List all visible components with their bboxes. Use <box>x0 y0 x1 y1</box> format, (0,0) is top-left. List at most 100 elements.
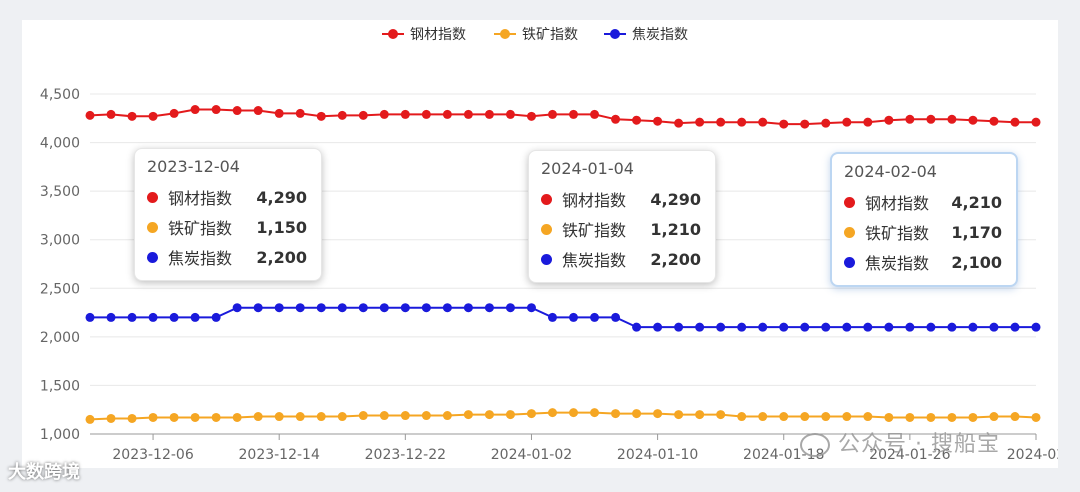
legend-label: 焦炭指数 <box>632 27 688 43</box>
tooltip-date: 2023-12-04 <box>147 157 240 176</box>
data-point <box>127 413 137 423</box>
tooltip-row: 钢材指数 4,210 <box>844 187 1002 217</box>
data-point <box>295 108 305 118</box>
data-point <box>253 106 263 116</box>
data-point <box>211 312 221 322</box>
data-point <box>884 115 894 125</box>
data-point <box>863 412 873 422</box>
data-point <box>421 411 431 421</box>
data-point <box>547 109 557 119</box>
data-point <box>716 117 726 127</box>
data-point <box>85 110 95 120</box>
y-tick-label: 3,000 <box>40 233 80 249</box>
data-point <box>989 116 999 126</box>
data-point <box>484 303 494 313</box>
chart-panel: 1,000 1,500 2,000 2,500 3,000 3,500 4,000 4,500… <box>22 20 1058 468</box>
series-dot-icon <box>147 251 158 263</box>
legend-label: 铁矿指数 <box>522 27 578 43</box>
data-point <box>463 109 473 119</box>
data-point <box>547 312 557 322</box>
data-point <box>632 409 642 419</box>
y-tick-label: 4,000 <box>40 136 80 152</box>
data-point <box>695 410 705 420</box>
series-dot-icon <box>541 193 552 205</box>
data-point <box>653 409 663 419</box>
data-point <box>316 412 326 422</box>
tooltip-value: 4,210 <box>951 192 1002 212</box>
data-point <box>253 303 263 313</box>
data-point <box>674 118 684 128</box>
tooltip-row: 钢材指数 4,290 <box>541 184 701 214</box>
y-tick-label: 2,500 <box>40 281 80 297</box>
data-point <box>569 312 579 322</box>
series-dot-icon <box>844 226 855 238</box>
data-point <box>926 322 936 332</box>
data-point <box>526 409 536 419</box>
data-point <box>484 109 494 119</box>
data-point <box>211 105 221 115</box>
data-point <box>379 411 389 421</box>
data-point <box>737 117 747 127</box>
data-point <box>800 322 810 332</box>
watermark-footer: 大数跨境 <box>8 462 80 483</box>
tooltip-row: 焦炭指数 2,200 <box>541 244 701 274</box>
tooltip-series-name: 铁矿指数 <box>865 224 930 243</box>
data-point <box>442 109 452 119</box>
data-point <box>505 303 515 313</box>
data-point <box>295 303 305 313</box>
data-point <box>442 303 452 313</box>
data-point <box>842 412 852 422</box>
data-point <box>358 303 368 313</box>
data-point <box>148 111 158 121</box>
data-point <box>926 114 936 124</box>
data-point <box>737 412 747 422</box>
data-point <box>695 322 705 332</box>
tooltip-3: 2024-02-04 钢材指数 4,210 铁矿指数 1,170 焦炭指数 2,100 <box>830 152 1018 287</box>
data-point <box>85 312 95 322</box>
data-point <box>947 322 957 332</box>
y-tick-label: 1,500 <box>40 378 80 394</box>
data-point <box>800 412 810 422</box>
tooltip-value: 2,200 <box>256 247 307 267</box>
data-point <box>632 322 642 332</box>
data-point <box>505 410 515 420</box>
series-dot-icon <box>147 191 158 203</box>
tooltip-row: 铁矿指数 1,170 <box>844 217 1002 247</box>
tooltip-value: 4,290 <box>650 189 701 209</box>
tooltip-row: 铁矿指数 1,210 <box>541 214 701 244</box>
legend-marker <box>610 29 620 39</box>
data-point <box>358 110 368 120</box>
data-point <box>884 322 894 332</box>
data-point <box>400 303 410 313</box>
data-point <box>274 412 284 422</box>
tooltip-value: 4,290 <box>256 187 307 207</box>
legend-marker <box>388 29 398 39</box>
data-point <box>611 312 621 322</box>
data-point <box>905 412 915 422</box>
data-point <box>1010 412 1020 422</box>
data-point <box>611 409 621 419</box>
data-point <box>863 117 873 127</box>
tooltip-2: 2024-01-04 钢材指数 4,290 铁矿指数 1,210 焦炭指数 2,200 <box>528 150 716 283</box>
data-point <box>337 412 347 422</box>
data-point <box>674 410 684 420</box>
data-point <box>716 322 726 332</box>
data-point <box>821 118 831 128</box>
data-point <box>421 109 431 119</box>
watermark-account-text: 公众号 · 搜船宝 <box>838 432 1000 457</box>
data-point <box>674 322 684 332</box>
x-tick-label: 2024-01-10 <box>617 447 698 463</box>
data-point <box>968 412 978 422</box>
x-tick-label: 2023-12-22 <box>365 447 446 463</box>
data-point <box>968 115 978 125</box>
data-point <box>758 117 768 127</box>
data-point <box>905 322 915 332</box>
tooltip-series-name: 焦炭指数 <box>168 249 233 268</box>
data-point <box>947 412 957 422</box>
series-dot-icon <box>844 196 855 208</box>
x-tick-label: 2024-02 <box>1007 447 1058 463</box>
data-point <box>989 322 999 332</box>
data-point <box>169 312 179 322</box>
data-point <box>1010 322 1020 332</box>
tooltip-series-name: 钢材指数 <box>562 191 627 210</box>
